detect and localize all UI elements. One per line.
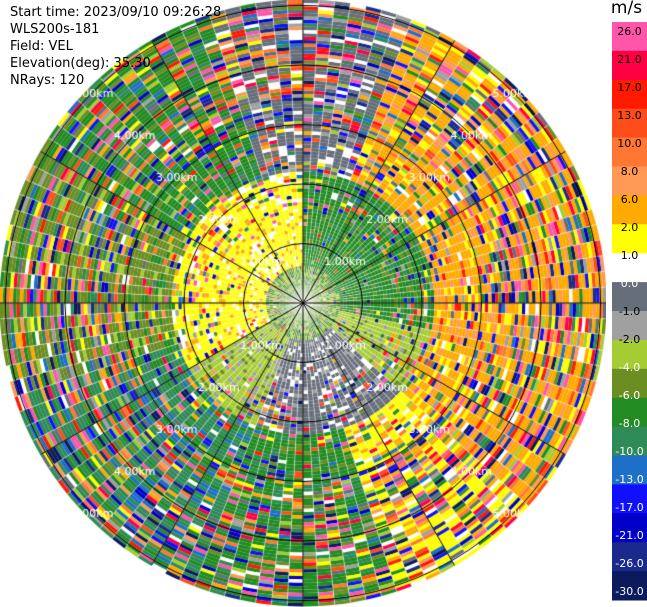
colorbar-swatch bbox=[612, 368, 647, 399]
instrument-label: WLS200s-181 bbox=[10, 22, 100, 37]
colorbar-swatch bbox=[612, 195, 647, 225]
colorbar-tick-label: 21.0 bbox=[617, 53, 642, 66]
colorbar-tick-label: -1.0 bbox=[619, 305, 640, 318]
colorbar-tick-label: 17.0 bbox=[617, 81, 642, 94]
velocity-ppi-plot bbox=[0, 0, 606, 607]
colorbar-tick-label: -8.0 bbox=[619, 417, 640, 430]
colorbar-tick-label: 8.0 bbox=[621, 165, 639, 178]
colorbar-tick-label: 10.0 bbox=[617, 137, 642, 150]
colorbar-swatch bbox=[612, 22, 647, 52]
field-label: Field: VEL bbox=[10, 39, 73, 54]
colorbar-swatch bbox=[612, 339, 647, 370]
colorbar-swatch bbox=[612, 50, 647, 81]
colorbar-swatch bbox=[612, 455, 647, 485]
colorbar-swatch bbox=[612, 484, 647, 514]
colorbar-unit-label: m/s bbox=[610, 0, 643, 18]
colorbar-tick-label: -30.0 bbox=[615, 585, 643, 598]
colorbar-tick-label: -6.0 bbox=[619, 389, 640, 402]
colorbar-swatch bbox=[612, 571, 647, 601]
colorbar-swatch bbox=[612, 426, 647, 456]
start-time-label: Start time: 2023/09/10 09:26:28 bbox=[10, 5, 222, 20]
colorbar-swatch bbox=[612, 282, 647, 312]
colorbar-tick-label: -10.0 bbox=[615, 445, 643, 458]
colorbar-swatch bbox=[612, 542, 647, 572]
nrays-label: NRays: 120 bbox=[10, 73, 85, 88]
colorbar-tick-label: -2.0 bbox=[619, 333, 640, 346]
colorbar-tick-label: -21.0 bbox=[615, 529, 643, 542]
colorbar-tick-label: 1.0 bbox=[621, 249, 639, 262]
colorbar-swatch bbox=[612, 397, 647, 428]
colorbar-tick-label: 2.0 bbox=[621, 221, 639, 234]
colorbar-tick-label: 13.0 bbox=[617, 109, 642, 122]
colorbar-tick-label: 26.0 bbox=[617, 25, 642, 38]
elevation-label: Elevation(deg): 35.30 bbox=[10, 56, 151, 71]
colorbar-swatch bbox=[612, 311, 647, 341]
colorbar-tick-label: 6.0 bbox=[621, 193, 639, 206]
colorbar-tick-label: -26.0 bbox=[615, 557, 643, 570]
colorbar-swatch bbox=[612, 166, 647, 196]
colorbar-swatch bbox=[612, 108, 647, 139]
colorbar-swatch bbox=[612, 513, 647, 543]
colorbar-swatch bbox=[612, 253, 647, 283]
colorbar-tick-label: -4.0 bbox=[619, 361, 640, 374]
colorbar: m/s 26.0 21.0 17.0 13.0 10.0 8.0 6.0 2.0 1.0 0.0 -… bbox=[606, 0, 647, 607]
colorbar-tick-label: -13.0 bbox=[615, 473, 643, 486]
colorbar-swatch bbox=[612, 79, 647, 110]
colorbar-swatch bbox=[612, 224, 647, 254]
colorbar-tick-label: -17.0 bbox=[615, 501, 643, 514]
colorbar-swatch bbox=[612, 137, 647, 167]
colorbar-tick-label: 0.0 bbox=[621, 277, 639, 290]
